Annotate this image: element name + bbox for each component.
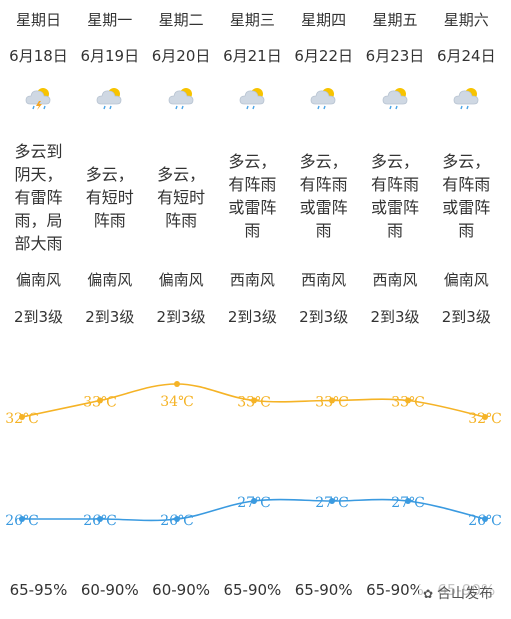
data-point: [405, 397, 411, 404]
temperature-chart: 32℃ 33℃ 34℃ 33℃ 33℃ 33℃ 32℃ 26℃ 26℃ 26℃ 27℃ 27℃ 27℃ 2…: [5, 381, 502, 529]
data-label: 34℃: [160, 394, 193, 410]
wind-direction: 偏南风: [158, 271, 204, 289]
weekday-label: 星期二: [158, 11, 204, 29]
data-point: [482, 414, 488, 420]
wind-direction: 西南风: [229, 271, 275, 289]
data-label: 33℃: [83, 395, 116, 411]
data-label: 32℃: [5, 411, 38, 427]
weekday-label: 星期三: [229, 11, 275, 29]
wind-direction: 偏南风: [15, 271, 61, 289]
data-label: 33℃: [391, 395, 424, 411]
weekday-label: 星期一: [87, 11, 133, 29]
humidity-range: 65-90%: [366, 581, 424, 599]
wind-level: 2到3级: [299, 308, 349, 326]
wind-direction: 西南风: [372, 271, 418, 289]
partly-cloudy-shower-icon: [95, 84, 125, 110]
wind-level: 2到3级: [85, 308, 135, 326]
date-label: 6月24日: [436, 47, 496, 65]
wind-level: 2到3级: [156, 308, 206, 326]
weekday-label: 星期四: [301, 11, 347, 29]
weather-description: 多云，有短时阵雨: [85, 165, 134, 230]
partly-cloudy-shower-icon: [167, 84, 197, 110]
date-label: 6月19日: [80, 47, 140, 65]
date-label: 6月20日: [151, 47, 211, 65]
data-point: [251, 397, 257, 404]
date-label: 6月18日: [9, 47, 68, 65]
weekday-label: 星期五: [372, 11, 418, 29]
weather-description: 多云，有阵雨或雷阵雨: [442, 152, 491, 240]
wind-level: 2到3级: [441, 308, 491, 326]
wind-direction: 西南风: [301, 271, 347, 289]
weather-description: 多云，有阵雨或雷阵雨: [299, 152, 348, 240]
data-label: 27℃: [237, 495, 270, 511]
weekday-label: 星期六: [443, 11, 489, 29]
watermark: ✿ 合山发布: [419, 582, 509, 606]
wechat-icon: ✿: [422, 587, 434, 601]
watermark-text: 合山发布: [437, 586, 493, 602]
data-point: [329, 397, 335, 404]
data-label: 27℃: [391, 495, 424, 511]
data-point: [251, 498, 257, 504]
partly-cloudy-shower-icon: [309, 84, 339, 110]
humidity-range: 60-90%: [80, 581, 139, 599]
wind-direction: 偏南风: [87, 271, 133, 289]
weekday-label: 星期日: [15, 11, 61, 29]
data-label: 26℃: [83, 513, 116, 529]
data-point: [19, 414, 25, 420]
data-label: 26℃: [468, 513, 501, 529]
data-label: 33℃: [237, 395, 270, 411]
data-label: 33℃: [315, 395, 348, 411]
data-point: [329, 498, 335, 504]
weather-description: 多云，有短时阵雨: [157, 165, 206, 230]
data-point: [174, 516, 180, 522]
data-point: [97, 516, 103, 522]
weather-description: 多云，有阵雨或雷阵雨: [370, 152, 419, 240]
wind-level: 2到3级: [13, 308, 64, 326]
thunder-cloud-icon: [24, 84, 54, 110]
date-label: 6月22日: [294, 47, 353, 65]
data-point: [405, 498, 411, 504]
data-point: [174, 381, 180, 387]
wind-level: 2到3级: [370, 308, 420, 326]
partly-cloudy-shower-icon: [238, 84, 268, 110]
wind-level: 2到3级: [227, 308, 277, 326]
date-label: 6月21日: [223, 47, 282, 65]
date-label: 6月23日: [365, 47, 425, 65]
weather-description: 多云，有阵雨或雷阵雨: [228, 152, 277, 240]
data-point: [97, 397, 103, 404]
weather-description: 多云到阴天，有雷阵雨，局部大雨: [14, 142, 63, 253]
humidity-range: 65-95%: [9, 581, 68, 599]
humidity-range: 65-90%: [294, 581, 353, 599]
data-point: [19, 516, 25, 522]
data-label: 27℃: [315, 495, 348, 511]
data-point: [482, 516, 488, 522]
humidity-range: 60-90%: [152, 581, 211, 599]
wind-direction: 偏南风: [443, 271, 489, 289]
partly-cloudy-shower-icon: [381, 84, 411, 110]
data-label: 32℃: [468, 411, 501, 427]
data-label: 26℃: [5, 513, 38, 529]
data-label: 26℃: [160, 513, 193, 529]
humidity-range: 65-90%: [223, 581, 282, 599]
partly-cloudy-shower-icon: [452, 84, 482, 110]
